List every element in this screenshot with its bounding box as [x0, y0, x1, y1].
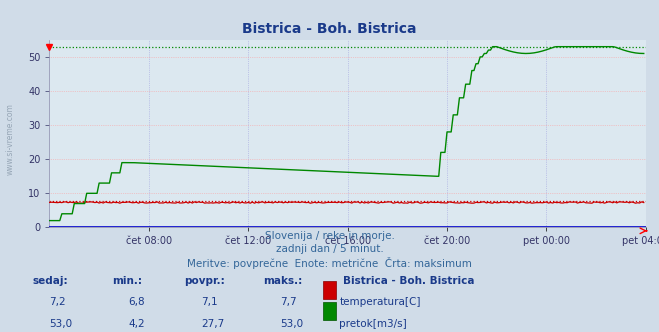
Text: 7,1: 7,1 [201, 297, 217, 307]
Text: Bistrica - Boh. Bistrica: Bistrica - Boh. Bistrica [243, 22, 416, 36]
Text: sedaj:: sedaj: [33, 276, 69, 286]
Text: www.si-vreme.com: www.si-vreme.com [5, 104, 14, 175]
Text: 7,2: 7,2 [49, 297, 66, 307]
Text: 53,0: 53,0 [280, 319, 303, 329]
Text: 7,7: 7,7 [280, 297, 297, 307]
Text: maks.:: maks.: [264, 276, 303, 286]
Text: 27,7: 27,7 [201, 319, 224, 329]
Text: Meritve: povprečne  Enote: metrične  Črta: maksimum: Meritve: povprečne Enote: metrične Črta:… [187, 257, 472, 269]
Text: 6,8: 6,8 [129, 297, 145, 307]
Text: 53,0: 53,0 [49, 319, 72, 329]
Text: pretok[m3/s]: pretok[m3/s] [339, 319, 407, 329]
Text: 4,2: 4,2 [129, 319, 145, 329]
Text: Bistrica - Boh. Bistrica: Bistrica - Boh. Bistrica [343, 276, 474, 286]
Text: min.:: min.: [112, 276, 142, 286]
Text: temperatura[C]: temperatura[C] [339, 297, 421, 307]
Text: zadnji dan / 5 minut.: zadnji dan / 5 minut. [275, 244, 384, 254]
Text: Slovenija / reke in morje.: Slovenija / reke in morje. [264, 231, 395, 241]
Text: povpr.:: povpr.: [185, 276, 225, 286]
